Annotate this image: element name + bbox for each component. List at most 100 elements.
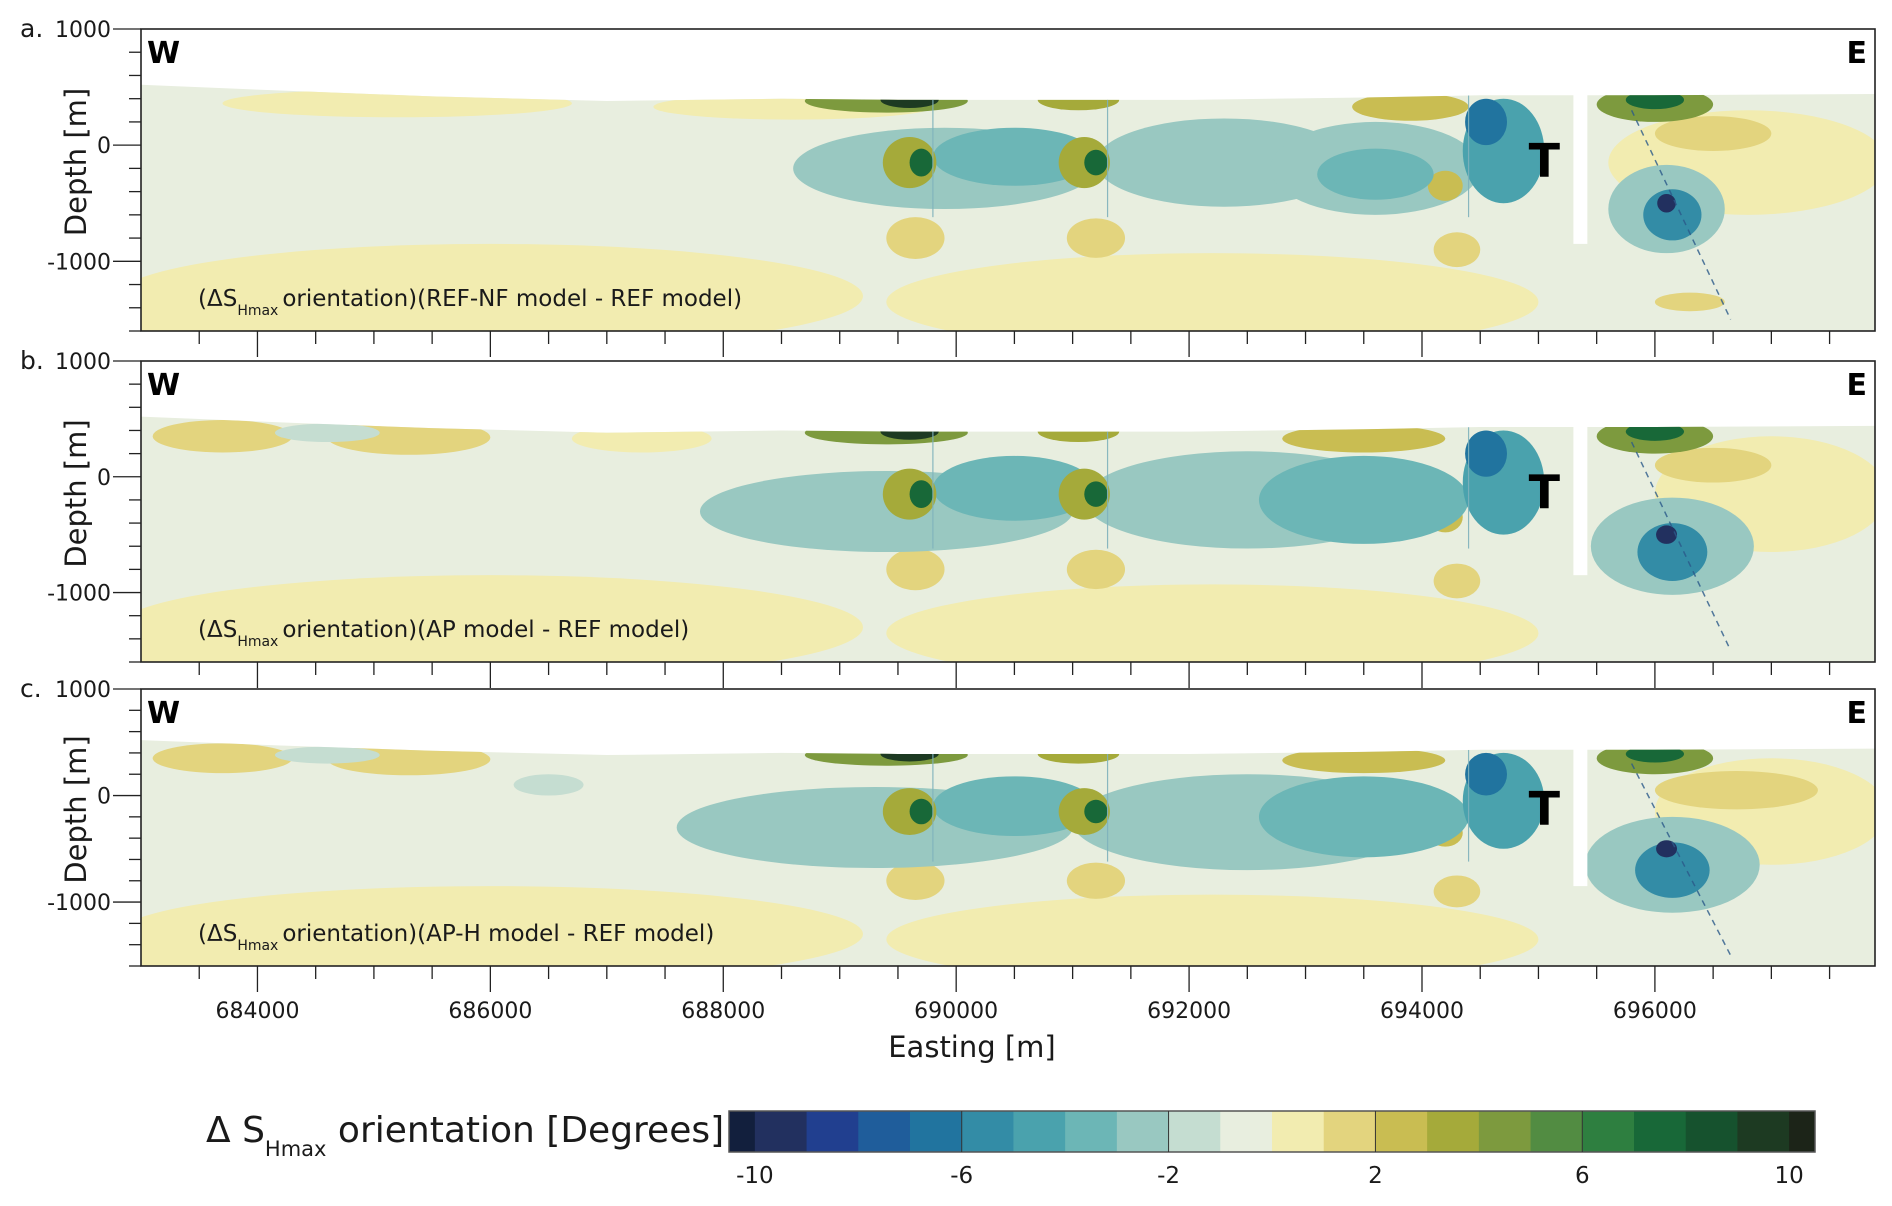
colorbar-tick-label: 2 bbox=[1368, 1163, 1383, 1189]
colorbar-swatch bbox=[1478, 1111, 1532, 1152]
x-tick-label: 696000 bbox=[1613, 999, 1697, 1024]
contour-region bbox=[1625, 745, 1685, 763]
colorbar-swatch bbox=[1375, 1111, 1428, 1152]
colorbar-swatch bbox=[754, 1111, 808, 1152]
panel-letter: a. bbox=[20, 14, 43, 43]
colorbar-swatch bbox=[1427, 1111, 1480, 1152]
colorbar-swatch bbox=[858, 1111, 911, 1152]
contour-region bbox=[886, 894, 1539, 966]
y-tick-label: 1000 bbox=[55, 678, 111, 703]
west-label: W bbox=[147, 36, 180, 71]
colorbar-swatch bbox=[1582, 1111, 1635, 1152]
contour-region bbox=[1066, 862, 1126, 899]
colorbar-title-subscript: Hmax bbox=[265, 1137, 327, 1161]
contour-region bbox=[1656, 840, 1678, 858]
panel-annotation: (ΔSHmax orientation)(AP model - REF model… bbox=[198, 617, 689, 650]
colorbar-swatch bbox=[1065, 1111, 1118, 1152]
contour-region bbox=[880, 423, 939, 440]
contour-region bbox=[1654, 292, 1725, 312]
contour-region bbox=[1433, 232, 1481, 268]
contour-region bbox=[1084, 481, 1108, 507]
panel-b: 1000 0 -1000 b. Depth [m] W E T (ΔSHmax orientati… bbox=[20, 346, 1876, 688]
contour-field bbox=[141, 416, 1875, 662]
contour-region bbox=[932, 127, 1096, 186]
colorbar-swatch bbox=[806, 1111, 859, 1152]
contour-region bbox=[1654, 116, 1772, 151]
contour-region bbox=[1465, 430, 1508, 477]
colorbar-swatch bbox=[910, 1111, 963, 1152]
contour-region bbox=[886, 217, 945, 259]
gap-bar bbox=[1573, 422, 1588, 576]
colorbar-title: Δ SHmax orientation [Degrees] bbox=[206, 1110, 724, 1161]
colorbar: -10 -6 -2 2 6 10 Δ SHmax orientation [Degrees] bbox=[206, 1110, 1816, 1189]
annotation-prefix: (ΔS bbox=[198, 921, 237, 947]
y-tick-label: -1000 bbox=[47, 250, 111, 275]
contour-region bbox=[1258, 776, 1469, 858]
contour-region bbox=[1465, 752, 1508, 796]
y-axis-title: Depth [m] bbox=[59, 88, 93, 236]
colorbar-tick-label: -10 bbox=[736, 1163, 774, 1189]
contour-region bbox=[886, 548, 945, 591]
easting-axis: 684000 686000 688000 690000 692000 694000 6960… bbox=[215, 999, 1696, 1024]
colorbar-swatch bbox=[961, 1111, 1014, 1152]
west-label: W bbox=[147, 368, 180, 403]
contour-region bbox=[886, 861, 945, 900]
contour-region bbox=[1656, 525, 1678, 544]
x-tick-label: 694000 bbox=[1380, 999, 1464, 1024]
x-tick-label: 686000 bbox=[448, 999, 532, 1024]
colorbar-frame bbox=[728, 1110, 1816, 1153]
panel-frame bbox=[140, 360, 1876, 663]
contour-region bbox=[274, 746, 380, 764]
panel-annotation: (ΔSHmax orientation)(REF-NF model - REF m… bbox=[198, 286, 742, 319]
colorbar-title-suffix: orientation [Degrees] bbox=[326, 1110, 724, 1151]
contour-region bbox=[909, 798, 933, 825]
panel-frame bbox=[140, 688, 1876, 967]
annotation-suffix: orientation)(REF-NF model - REF model) bbox=[282, 286, 742, 312]
colorbar-title-prefix: Δ S bbox=[206, 1110, 265, 1151]
contour-region bbox=[909, 148, 933, 177]
colorbar-tick-label: 6 bbox=[1575, 1163, 1590, 1189]
y-axis-title: Depth [m] bbox=[59, 735, 93, 883]
y-axis-title: Depth [m] bbox=[59, 419, 93, 567]
panel-annotation: (ΔSHmax orientation)(AP-H model - REF mod… bbox=[198, 921, 714, 954]
contour-region bbox=[1625, 422, 1685, 441]
annotation-suffix: orientation)(AP-H model - REF model) bbox=[282, 921, 714, 947]
contour-region bbox=[1352, 92, 1469, 121]
contour-region bbox=[1282, 747, 1446, 774]
contour-region bbox=[1258, 455, 1469, 544]
contour-region bbox=[1084, 799, 1108, 824]
contour-region bbox=[513, 774, 584, 796]
contour-region bbox=[1317, 148, 1434, 200]
contour-region bbox=[141, 912, 316, 966]
dipping-fault-line bbox=[1630, 763, 1732, 956]
annotation-subscript: Hmax bbox=[237, 634, 278, 650]
y-tick-label: 0 bbox=[97, 785, 111, 810]
contour-region bbox=[222, 89, 572, 118]
colorbar-swatch bbox=[1530, 1111, 1583, 1152]
east-label: E bbox=[1847, 368, 1868, 403]
colorbar-swatch bbox=[1737, 1111, 1790, 1152]
contour-region bbox=[141, 604, 316, 662]
contour-region bbox=[1433, 875, 1481, 908]
contour-region bbox=[152, 743, 293, 774]
colorbar-swatch bbox=[1116, 1111, 1170, 1152]
colorbar-swatch bbox=[1789, 1111, 1816, 1152]
gap-bar bbox=[1573, 745, 1588, 887]
annotation-subscript: Hmax bbox=[237, 303, 278, 319]
dipping-fault-line bbox=[1630, 441, 1732, 651]
contour-region bbox=[1654, 447, 1772, 483]
gap-bar bbox=[1573, 90, 1588, 244]
contour-region bbox=[1433, 563, 1481, 599]
panel-letter: c. bbox=[20, 674, 42, 703]
contour-region bbox=[880, 91, 939, 108]
panel-c: 1000 0 -1000 c. Depth [m] W E T (ΔSHmax orientati… bbox=[20, 674, 1876, 992]
x-tick-label: 690000 bbox=[914, 999, 998, 1024]
contour-region bbox=[909, 480, 933, 509]
contour-region bbox=[141, 272, 316, 331]
x-tick-label: 692000 bbox=[1147, 999, 1231, 1024]
marker-t-label: T bbox=[1529, 134, 1561, 188]
annotation-prefix: (ΔS bbox=[198, 286, 237, 312]
contour-region bbox=[1625, 90, 1685, 110]
